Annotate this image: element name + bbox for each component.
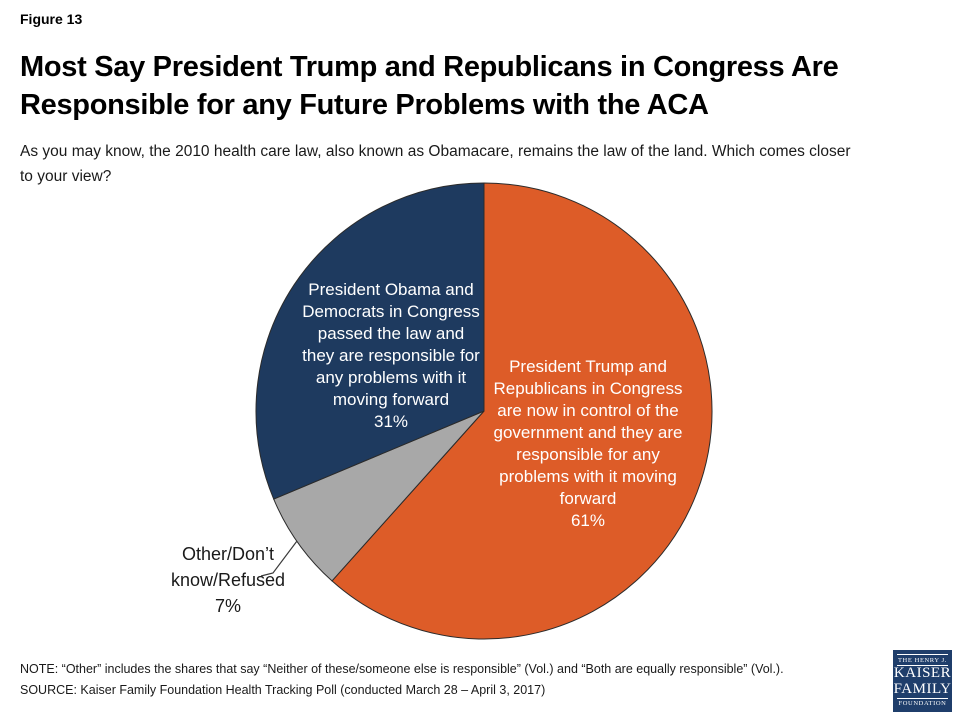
logo-line-henry-j: THE HENRY J. [897, 654, 948, 666]
note-text: NOTE: “Other” includes the shares that s… [20, 662, 784, 676]
slice-label-trump-republicans: President Trump and Republicans in Congr… [493, 357, 683, 530]
slice-label-obama-democrats: President Obama and Democrats in Congres… [302, 280, 480, 431]
pie-slice [331, 182, 713, 640]
kff-logo: THE HENRY J. KAISER FAMILY FOUNDATION [893, 650, 952, 712]
logo-line-foundation: FOUNDATION [897, 697, 948, 709]
leader-line [260, 540, 298, 577]
pie-slices-group [255, 182, 713, 640]
logo-line-kaiser: KAISER [893, 665, 952, 682]
page-subtitle: As you may know, the 2010 health care la… [20, 143, 851, 185]
page-title: Most Say President Trump and Republicans… [20, 51, 839, 121]
figure-label: Figure 13 [20, 11, 83, 27]
pie-slice [255, 182, 485, 500]
pie-slice [273, 410, 485, 582]
slice-label-other-dont-know: Other/Don’t know/Refused 7% [170, 544, 286, 616]
source-text: SOURCE: Kaiser Family Foundation Health … [20, 683, 546, 697]
logo-line-family: FAMILY [893, 681, 952, 698]
